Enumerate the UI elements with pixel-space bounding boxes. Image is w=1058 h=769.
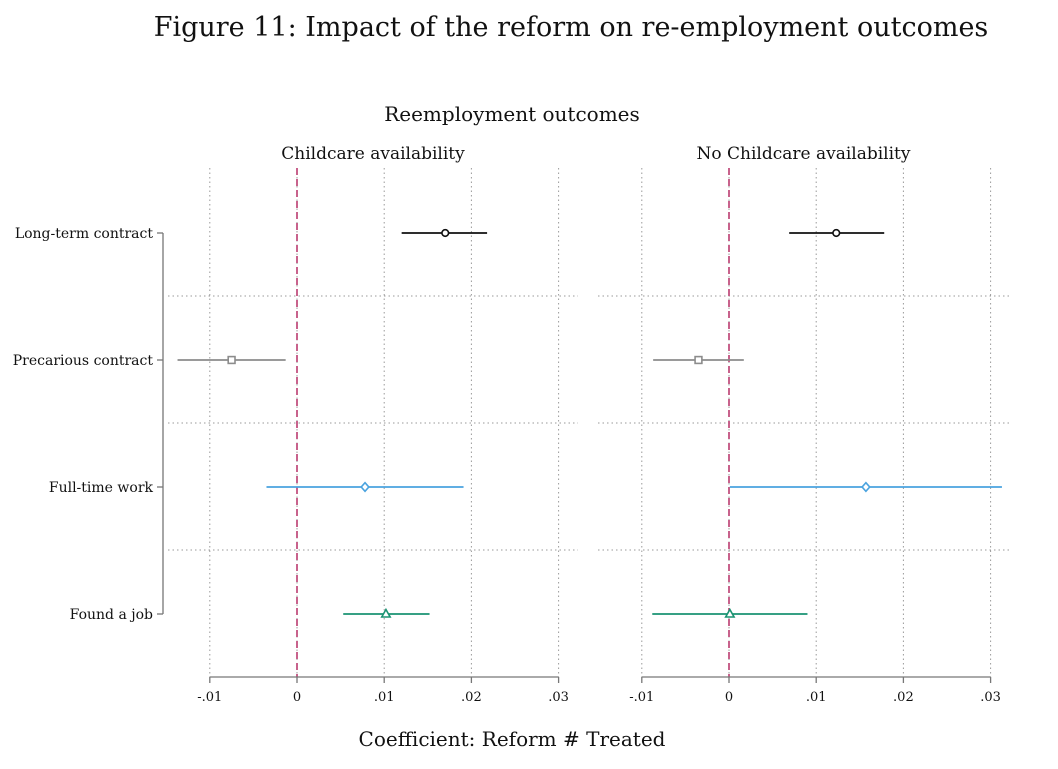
plot-layer: Long-term contract Precarious contract Ful… (13, 144, 1009, 705)
x-axis-label: Coefficient: Reform # Treated (359, 727, 666, 751)
panel-no-childcare: No Childcare availability -.01 0 .01 .02 .03 (598, 144, 1009, 705)
x-tick-label: .01 (806, 690, 827, 705)
panel-childcare: Childcare availability -.01 0 .01 .02 .03 (168, 144, 578, 705)
y-tick-label: Long-term contract (15, 226, 154, 242)
panel-title: Childcare availability (281, 144, 465, 164)
x-tick-label: -.01 (197, 690, 222, 705)
y-tick-label: Precarious contract (13, 353, 154, 369)
x-tick-label: .03 (980, 690, 1001, 705)
point-estimate-triangle (380, 607, 392, 618)
point-estimate-square (694, 355, 703, 365)
point-estimate-circle (832, 228, 841, 238)
x-tick-label: 0 (725, 690, 733, 705)
x-tick-label: .01 (374, 690, 395, 705)
x-tick-label: .02 (893, 690, 914, 705)
y-tick-label: Found a job (70, 607, 153, 623)
point-estimate-triangle (724, 607, 736, 618)
point-estimate-circle (441, 228, 450, 238)
point-estimate-diamond (861, 481, 871, 493)
point-estimate-diamond (360, 481, 370, 493)
y-tick-label: Full-time work (49, 480, 154, 496)
x-tick-label: .02 (461, 690, 482, 705)
figure-title: Figure 11: Impact of the reform on re-em… (154, 12, 989, 43)
chart-title: Reemployment outcomes (384, 102, 640, 126)
panel-title: No Childcare availability (697, 144, 911, 164)
x-tick-label: .03 (548, 690, 569, 705)
x-tick-label: 0 (293, 690, 301, 705)
point-estimate-square (227, 355, 236, 365)
x-tick-label: -.01 (629, 690, 654, 705)
